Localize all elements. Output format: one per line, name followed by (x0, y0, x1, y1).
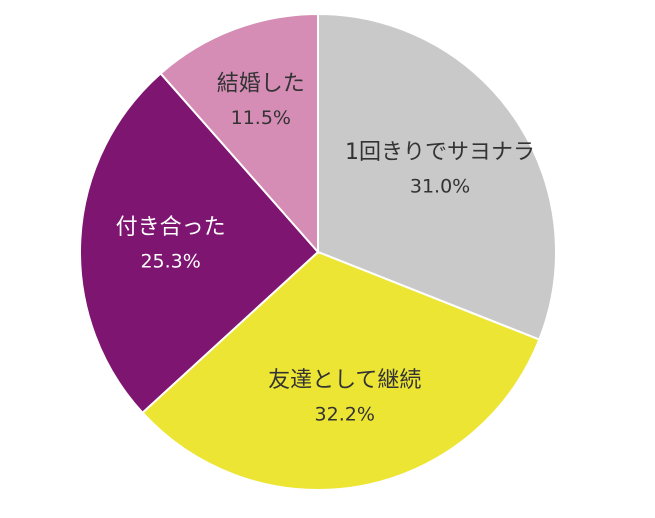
slice-label: 友達として継続 (268, 368, 421, 393)
slice-label: 付き合った (116, 215, 226, 240)
value-label: 32.2% (315, 404, 375, 426)
value-label: 31.0% (410, 176, 470, 198)
slice-label: 結婚した (217, 72, 305, 97)
pie-slice (79, 72, 320, 415)
pie-slice (317, 12, 557, 341)
slice-label: 1回きりでサヨナラ (345, 140, 535, 165)
value-label: 25.3% (140, 251, 200, 273)
value-label: 11.5% (231, 107, 291, 129)
pie-slice (141, 250, 541, 491)
pie-slice (159, 12, 319, 255)
